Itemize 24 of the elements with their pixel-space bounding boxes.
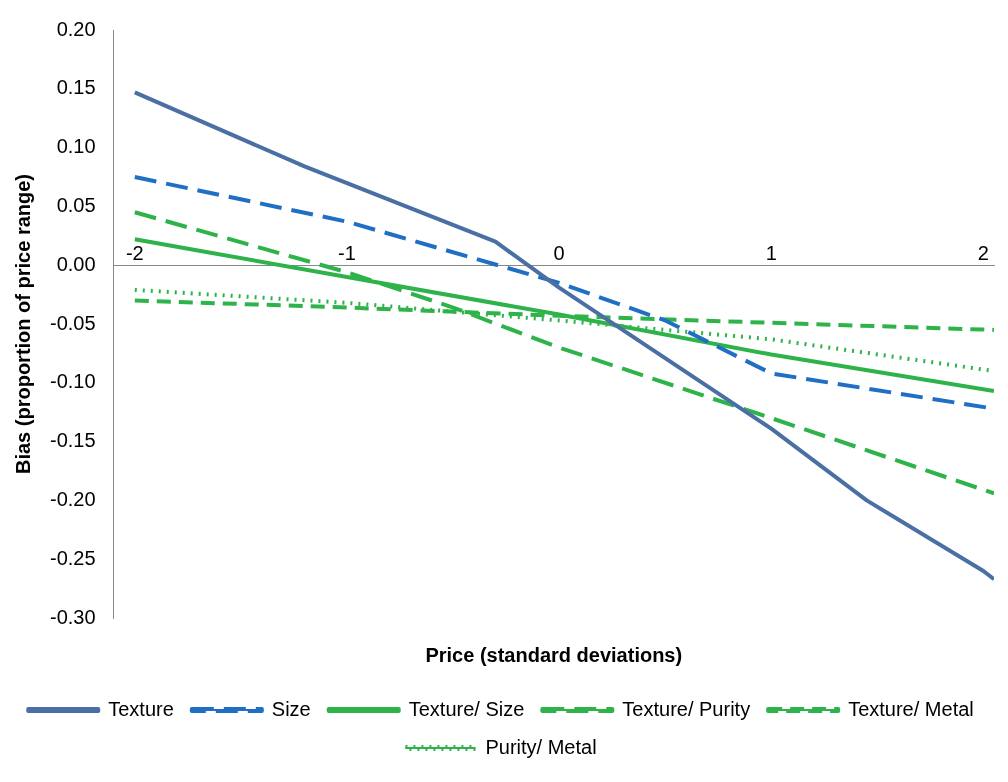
y-tick-label: -0.15 xyxy=(49,429,96,452)
x-tick-label: 1 xyxy=(765,242,777,265)
y-tick-label: 0.20 xyxy=(56,17,96,40)
legend-label: Size xyxy=(271,697,311,720)
legend-label: Purity/ Metal xyxy=(485,735,597,758)
legend-label: Texture/ Purity xyxy=(622,697,751,720)
y-tick-label: 0.10 xyxy=(56,135,96,158)
x-tick-label: -1 xyxy=(338,242,356,265)
y-tick-label: 0.00 xyxy=(56,252,96,275)
x-tick-label: 0 xyxy=(553,242,565,265)
x-axis-title: Price (standard deviations) xyxy=(425,643,683,666)
legend-label: Texture xyxy=(108,697,174,720)
y-tick-label: -0.25 xyxy=(49,546,96,569)
legend-label: Texture/ Size xyxy=(408,697,525,720)
y-tick-label: -0.10 xyxy=(49,370,96,393)
y-tick-label: 0.15 xyxy=(56,76,96,99)
y-tick-label: -0.30 xyxy=(49,605,96,628)
y-tick-label: -0.05 xyxy=(49,311,96,334)
y-tick-label: 0.05 xyxy=(56,193,96,216)
y-axis-title: Bias (proportion of price range) xyxy=(11,173,34,475)
y-tick-label: -0.20 xyxy=(49,487,96,510)
x-tick-label: 2 xyxy=(977,242,989,265)
x-tick-label: -2 xyxy=(125,242,144,265)
legend-label: Texture/ Metal xyxy=(848,697,974,720)
